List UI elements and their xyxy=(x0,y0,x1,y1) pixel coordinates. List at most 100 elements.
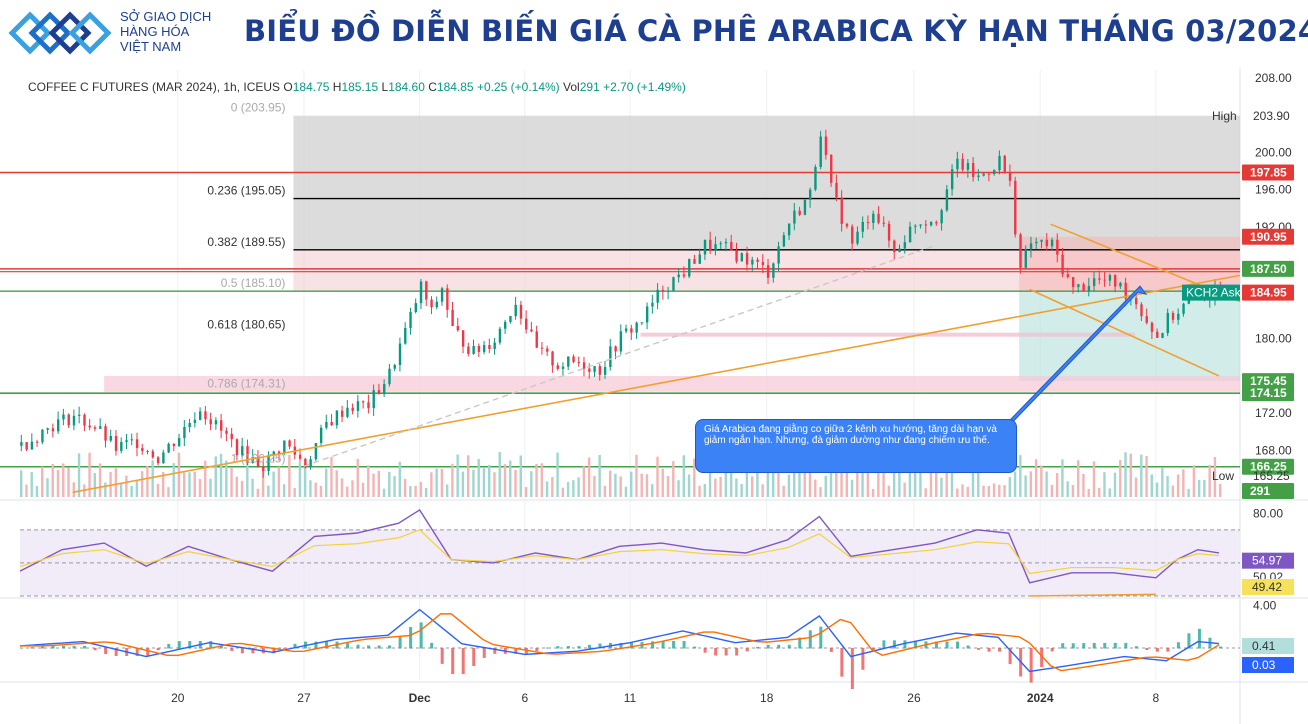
candle-body xyxy=(845,223,849,227)
macd-hist-bar xyxy=(83,645,87,649)
price-label-bg xyxy=(1242,228,1294,245)
candle-body xyxy=(619,331,623,352)
candle-body xyxy=(624,328,628,332)
volume-bar xyxy=(714,478,717,497)
macd-hist-bar xyxy=(598,643,602,649)
volume-bar xyxy=(325,468,328,497)
volume-bar xyxy=(645,474,649,497)
macd-hist-bar xyxy=(1218,646,1222,649)
macd-hist-bar xyxy=(419,622,423,649)
macd-hist-bar xyxy=(987,648,991,652)
volume-bar xyxy=(277,466,281,497)
rsi-signal-line xyxy=(19,529,1220,575)
candle-body xyxy=(1150,322,1154,332)
candle-body xyxy=(782,235,786,247)
volume-bar xyxy=(1176,474,1180,497)
volume-bar xyxy=(272,471,275,497)
candle-body xyxy=(498,328,502,343)
volume-bar xyxy=(1003,485,1006,497)
price-label-bg xyxy=(1242,284,1294,301)
macd-hist-bar xyxy=(146,648,150,656)
macd-hist-bar xyxy=(703,648,707,653)
volume-bar xyxy=(388,471,391,497)
x-tick-label: 18 xyxy=(760,691,774,705)
candle-body xyxy=(698,254,701,264)
candle-body xyxy=(130,439,134,441)
volume-bar xyxy=(835,468,838,497)
macd-hist-bar xyxy=(566,646,570,649)
candle-body xyxy=(677,274,680,278)
candle-body xyxy=(1066,274,1070,278)
macd-hist-bar xyxy=(1082,643,1086,649)
rsi-level-80: 80.00 xyxy=(1253,506,1283,520)
candle-body xyxy=(935,222,938,224)
volume-bar xyxy=(630,471,633,497)
volume-bar xyxy=(519,455,522,497)
volume-bar xyxy=(1029,471,1033,497)
org-line-2: HÀNG HÓA xyxy=(120,24,190,39)
volume-bar xyxy=(977,468,980,497)
macd-hist-bar xyxy=(1166,648,1170,652)
volume-bar xyxy=(77,453,81,497)
price-label-value: 197.85 xyxy=(1250,166,1287,180)
macd-hist-bar xyxy=(20,648,23,649)
macd-hist-bar xyxy=(188,641,192,649)
volume-bar xyxy=(882,465,885,497)
volume-bar xyxy=(750,476,754,497)
macd-hist-bar xyxy=(451,648,455,675)
macd-hist-bar xyxy=(1040,648,1044,668)
candle-body xyxy=(556,365,559,369)
macd-hist-bar xyxy=(808,630,812,649)
candle-body xyxy=(682,274,686,277)
candle-body xyxy=(477,345,481,352)
candle-body xyxy=(540,347,544,349)
volume-bar xyxy=(929,465,933,497)
open-value: 184.75 xyxy=(292,80,330,94)
macd-hist-bar xyxy=(672,640,676,649)
volume-bar xyxy=(798,471,801,497)
candle-body xyxy=(982,173,985,176)
volume-bar xyxy=(1008,477,1012,497)
overlays: 0 (203.95) 0.236 (195.05) 0.382 (189.55) 0.… xyxy=(72,101,1241,494)
volume-bar xyxy=(477,459,480,497)
volume-bar xyxy=(482,468,486,497)
candle-body xyxy=(688,259,691,277)
candle-body xyxy=(1103,279,1106,281)
candle-body xyxy=(1008,172,1012,181)
volume-bar xyxy=(151,460,154,497)
candle-body xyxy=(267,455,270,472)
volume-bar xyxy=(125,475,128,497)
price-label-value: 190.95 xyxy=(1250,230,1287,244)
volume-bar xyxy=(1203,479,1206,497)
macd-hist-bar xyxy=(1092,642,1096,649)
short-channel-lower xyxy=(1029,288,1220,377)
volume-bar xyxy=(787,474,791,497)
volume-bar xyxy=(603,485,607,497)
candle-body xyxy=(724,242,728,244)
candle-body xyxy=(1024,249,1027,268)
volume-bar xyxy=(598,455,601,497)
candle-body xyxy=(577,362,581,364)
macd-hist-bar xyxy=(977,648,981,650)
volume-bar xyxy=(46,478,49,497)
macd-signal-line xyxy=(20,613,1220,672)
volume-bar xyxy=(167,487,170,497)
price-chart[interactable]: 0 (203.95) 0.236 (195.05) 0.382 (189.55) 0.… xyxy=(0,68,1308,724)
volume-bar xyxy=(708,466,712,497)
volume-bar xyxy=(682,455,685,497)
volume-bar xyxy=(777,465,780,497)
candle-body xyxy=(156,457,160,464)
volume-bar xyxy=(346,486,349,497)
volume-bar xyxy=(98,463,102,497)
macd-hist-bar xyxy=(325,641,328,649)
macd-hist-bar xyxy=(556,646,560,649)
volume-bar xyxy=(282,484,286,497)
macd-hist-bar xyxy=(1197,628,1201,649)
macd-hist-bar xyxy=(724,648,728,656)
candle-body xyxy=(898,248,901,253)
macd-hist-bar xyxy=(314,641,318,649)
volume-bar xyxy=(998,484,1001,497)
candle-body xyxy=(472,345,475,354)
macd-hist-bar xyxy=(787,644,791,649)
volume-bar xyxy=(840,471,843,497)
